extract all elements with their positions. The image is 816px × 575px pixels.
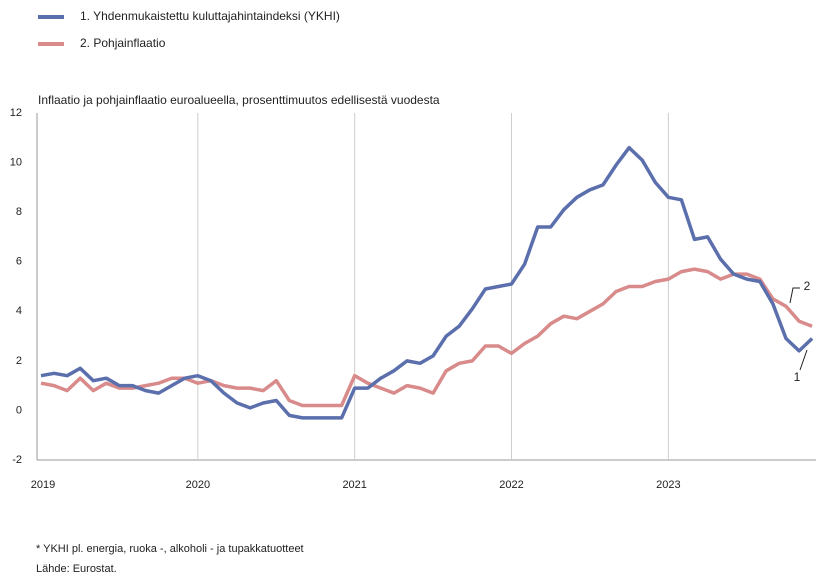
y-tick-label: -2 xyxy=(12,454,22,466)
annotation: 2 xyxy=(804,279,811,293)
footnote: Lähde: Eurostat. xyxy=(36,563,117,575)
y-tick-label: 10 xyxy=(10,156,22,168)
annotation: 1 xyxy=(794,370,801,384)
y-tick-label: 4 xyxy=(16,305,22,317)
x-tick-label: 2023 xyxy=(656,479,680,491)
x-tick-label: 2019 xyxy=(31,479,55,491)
series-line xyxy=(40,145,814,420)
y-tick-label: 12 xyxy=(10,107,22,119)
y-tick-label: 6 xyxy=(16,256,22,268)
x-tick-label: 2020 xyxy=(186,479,210,491)
series-line xyxy=(40,267,813,408)
annotation-leader xyxy=(789,287,800,304)
y-tick-label: 0 xyxy=(16,404,22,416)
footnote: * YKHI pl. energia, ruoka -, alkoholi - … xyxy=(36,543,304,555)
x-tick-label: 2021 xyxy=(342,479,366,491)
chart-title: Inflaatio ja pohjainflaatio euroalueella… xyxy=(38,93,440,107)
y-tick-label: 8 xyxy=(16,206,22,218)
annotation-leader xyxy=(799,349,808,371)
legend-label: 2. Pohjainflaatio xyxy=(80,36,166,50)
legend-label: 1. Yhdenmukaistettu kuluttajahintaindeks… xyxy=(80,9,340,23)
y-tick-label: 2 xyxy=(16,355,22,367)
x-tick-label: 2022 xyxy=(499,479,523,491)
